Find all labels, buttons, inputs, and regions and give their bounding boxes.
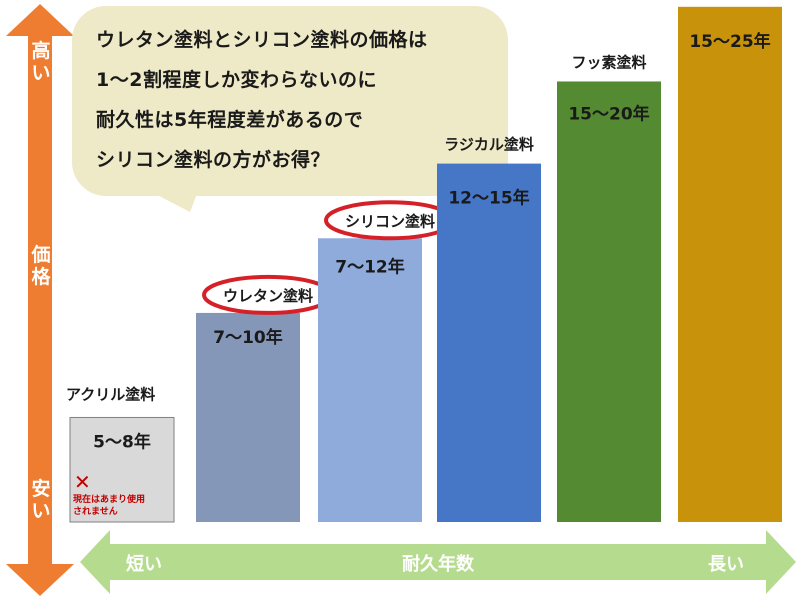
category-label-1: ウレタン塗料 [223,287,313,305]
price-low-label: 安い [31,478,51,522]
bubble-line-2: 1～2割程度しか変わらないのに [96,69,377,91]
durability-long-label: 長い [708,554,744,575]
acrylic-note-line-1: 現在はあまり使用 [73,495,146,505]
bar-4 [557,81,661,522]
bar-1 [196,312,300,522]
bar-value-label-0: 5～8年 [93,431,151,452]
bubble-line-4: シリコン塗料の方がお得？ [96,149,331,171]
bar-0 [69,416,175,523]
bar-5 [678,6,782,523]
bar-3 [437,163,541,522]
speech-bubble [72,6,508,212]
acrylic-note: 現在はあまり使用 されません [73,494,183,518]
price-axis-title: 価格 [31,244,51,288]
durability-axis-arrow [80,530,796,594]
bar-value-label-4: 15～20年 [568,103,649,124]
bar-value-label-1: 7～10年 [213,327,283,348]
category-label-2: シリコン塗料 [345,212,435,230]
speech-bubble-text: ウレタン塗料とシリコン塗料の価格は 1～2割程度しか変わらないのに 耐久性は5年… [96,20,428,180]
category-label-0: アクリル塗料 [66,385,155,403]
bar-value-label-2: 7～12年 [335,256,405,277]
bubble-line-1: ウレタン塗料とシリコン塗料の価格は [96,29,428,51]
bubble-line-3: 耐久性は5年程度差があるので [96,109,364,131]
category-label-3: ラジカル塗料 [444,136,534,154]
price-axis-arrow [6,4,74,596]
bar-value-label-3: 12～15年 [448,188,529,209]
durability-axis-title: 耐久年数 [402,554,474,575]
not-recommended-mark: ✕ [74,470,91,494]
category-label-4: フッ素塗料 [571,53,646,71]
acrylic-note-line-2: されません [73,507,118,517]
bar-2 [318,238,422,522]
bar-value-label-5: 15～25年 [689,31,770,52]
durability-short-label: 短い [126,554,162,575]
price-high-label: 高い [31,40,51,84]
